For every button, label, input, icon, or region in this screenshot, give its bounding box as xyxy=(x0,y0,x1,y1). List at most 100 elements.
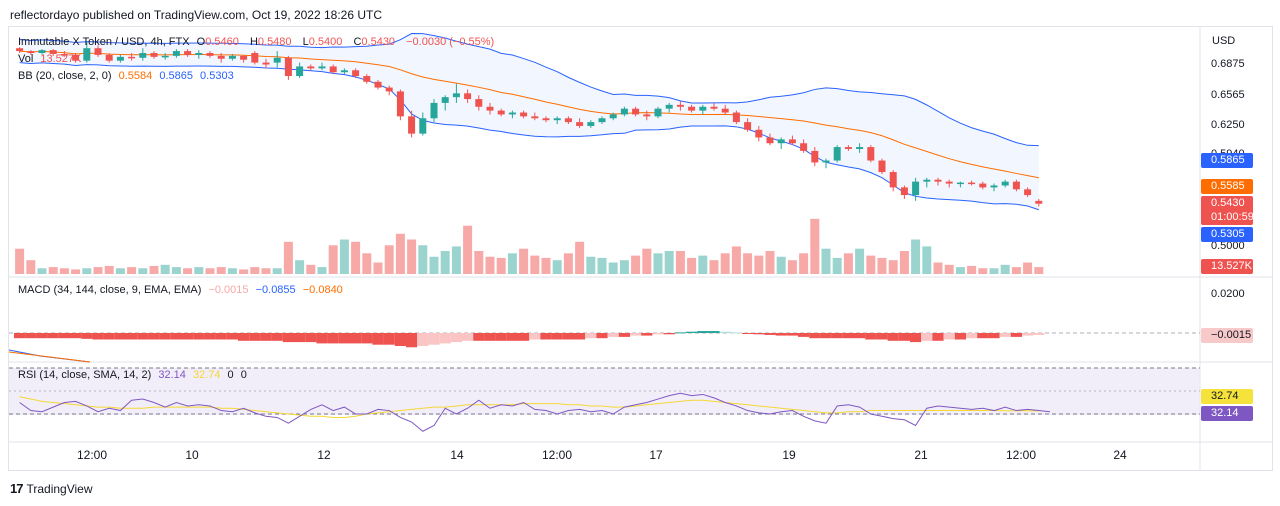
macd-bar xyxy=(708,331,720,333)
macd-bar xyxy=(596,333,608,339)
candle-body xyxy=(374,81,382,88)
candle-body xyxy=(800,143,808,151)
volume-bar xyxy=(250,267,260,274)
volume-bar xyxy=(440,251,450,274)
volume-bar xyxy=(698,255,708,274)
macd-bar xyxy=(607,333,619,337)
macd-bar xyxy=(103,333,115,340)
time-label: 12 xyxy=(317,448,331,462)
volume-bar xyxy=(720,253,730,274)
macd-bar xyxy=(462,333,474,341)
time-label: 12:00 xyxy=(76,448,108,462)
macd-bar xyxy=(383,333,395,345)
macd-bar xyxy=(260,333,272,341)
candle-body xyxy=(385,87,393,92)
macd-bar xyxy=(585,333,597,339)
macd-bar xyxy=(730,332,742,334)
candle-body xyxy=(307,66,315,69)
volume-bar xyxy=(675,251,685,274)
candle-body xyxy=(430,102,438,119)
macd-bar xyxy=(204,333,216,340)
high-value: 0.5480 xyxy=(257,36,292,48)
candle-body xyxy=(172,51,180,56)
volume-bar xyxy=(339,239,349,274)
macd-bar xyxy=(775,333,787,336)
macd-bar xyxy=(394,333,406,346)
candle-body xyxy=(475,99,483,107)
chart-frame[interactable] xyxy=(8,26,1273,471)
rsi-tag: 32.14 xyxy=(1201,406,1253,421)
volume-bar xyxy=(843,253,853,274)
volume-bar xyxy=(261,268,271,274)
volume-bar xyxy=(407,239,417,274)
macd-bar xyxy=(182,333,194,340)
macd-bar xyxy=(495,333,507,341)
volume-bar xyxy=(93,267,103,274)
volume-bar xyxy=(575,241,585,274)
candle-body xyxy=(497,110,505,115)
macd-bar xyxy=(988,333,1000,339)
tradingview-footer[interactable]: 17 TradingView xyxy=(10,481,93,496)
volume-bar xyxy=(955,267,965,274)
candle-body xyxy=(161,55,169,58)
candle-body xyxy=(1012,181,1020,190)
candle-body xyxy=(27,51,35,53)
candle-body xyxy=(1024,189,1032,196)
volume-bar xyxy=(754,255,764,274)
macd-bar xyxy=(361,333,373,344)
candle-body xyxy=(217,55,225,59)
volume-bar xyxy=(911,239,921,274)
candle-body xyxy=(811,150,819,163)
candle-body xyxy=(676,104,684,107)
candle-body xyxy=(564,118,572,123)
candle-body xyxy=(598,118,606,123)
candle-body xyxy=(240,55,248,60)
candle-body xyxy=(83,48,91,61)
macd-bar xyxy=(753,333,765,335)
bb-mid-value: 0.5584 xyxy=(118,70,153,82)
macd-bar xyxy=(910,333,922,343)
candle-body xyxy=(329,66,337,73)
macd-hist-tag: −0.0015 xyxy=(1201,328,1253,343)
volume-bar xyxy=(418,245,428,274)
volume-bar xyxy=(866,255,876,274)
volume-bar xyxy=(395,233,405,274)
time-label: 14 xyxy=(450,448,464,462)
macd-bar xyxy=(831,333,843,339)
last-price-tag: 0.5430 01:00:59 xyxy=(1201,196,1254,225)
volume-bar xyxy=(373,262,383,274)
volume-bar xyxy=(362,253,372,274)
bb-upper-tag: 0.5865 xyxy=(1201,153,1253,168)
currency-label: USD xyxy=(1212,35,1236,47)
volume-bar xyxy=(351,241,361,274)
candle-body xyxy=(710,106,718,109)
volume-bar xyxy=(160,264,170,274)
volume-bar xyxy=(171,267,181,274)
bb-upper-value: 0.5865 xyxy=(159,70,193,82)
volume-bar xyxy=(799,253,809,274)
volume-bar xyxy=(317,267,327,274)
macd-bar xyxy=(47,333,59,339)
macd-bar xyxy=(652,333,664,335)
volume-bar xyxy=(496,257,506,274)
candle-body xyxy=(60,53,68,56)
candle-body xyxy=(262,62,270,65)
candle-body xyxy=(452,93,460,98)
candle-body xyxy=(721,108,729,113)
candle-body xyxy=(923,179,931,182)
price-tick: 0.6565 xyxy=(1211,89,1245,101)
macd-bar xyxy=(25,333,37,339)
macd-bar xyxy=(439,333,451,344)
price-tick: 0.5000 xyxy=(1211,240,1245,252)
volume-bar xyxy=(642,248,652,274)
candlesticks xyxy=(16,41,1043,207)
macd-bar xyxy=(518,333,530,341)
candle-body xyxy=(228,55,236,59)
candle-body xyxy=(486,106,494,111)
candle-body xyxy=(464,93,472,100)
candle-body xyxy=(766,137,774,144)
price-legend: Immutable X Token / USD, 4h, FTX O0.5460… xyxy=(18,36,495,48)
candle-body xyxy=(912,181,920,196)
macd-bar xyxy=(742,333,754,334)
